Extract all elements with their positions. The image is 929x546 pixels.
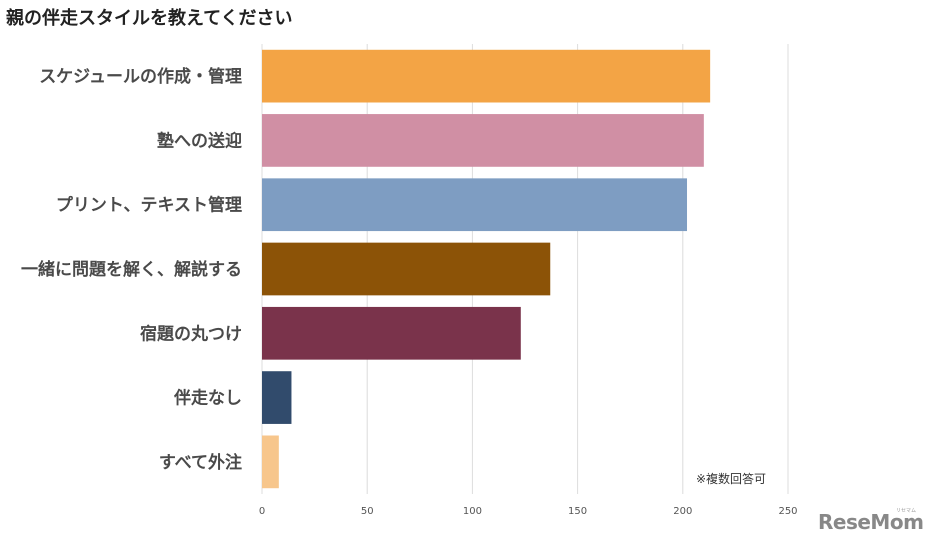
x-tick-label: 200 — [673, 506, 692, 517]
resemom-logo: ReseMom — [818, 510, 924, 534]
category-label: スケジュールの作成・管理 — [39, 66, 242, 87]
x-tick-label: 0 — [259, 506, 265, 517]
resemom-logo-subtitle: リセマム — [896, 508, 917, 514]
bar — [262, 435, 279, 489]
multiple-answer-note: ※複数回答可 — [696, 472, 767, 486]
bar — [262, 371, 292, 424]
category-label: すべて外注 — [159, 452, 242, 473]
x-tick-label: 250 — [778, 506, 797, 517]
bar — [262, 178, 688, 232]
x-tick-label: 150 — [568, 506, 587, 517]
chart-title: 親の伴走スタイルを教えてください — [6, 8, 293, 29]
category-labels: スケジュールの作成・管理塾への送迎プリント、テキスト管理一緒に問題を解く、解説す… — [21, 66, 242, 473]
bars — [262, 49, 711, 489]
bar — [262, 306, 521, 360]
bar — [262, 49, 711, 103]
category-label: 伴走なし — [173, 388, 242, 409]
category-label: 宿題の丸つけ — [140, 323, 242, 344]
category-label: 塾への送迎 — [157, 130, 242, 151]
x-tick-label: 100 — [463, 506, 482, 517]
category-label: 一緒に問題を解く、解説する — [21, 259, 242, 280]
x-axis-ticks: 0 50 100 150 200 250 — [259, 506, 798, 517]
category-label: プリント、テキスト管理 — [56, 195, 242, 216]
bar — [262, 114, 704, 167]
bar — [262, 242, 551, 296]
x-tick-label: 50 — [361, 506, 374, 517]
